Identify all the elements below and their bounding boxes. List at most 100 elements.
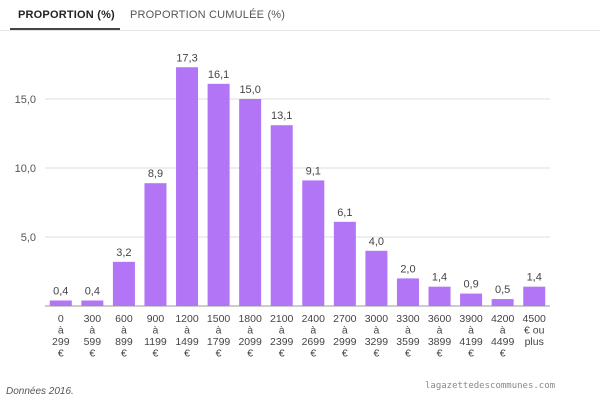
x-tick-label: à	[153, 325, 159, 337]
x-tick-label: €	[216, 348, 222, 360]
x-tick-label: 2100	[270, 313, 294, 325]
x-tick-label: €	[342, 348, 348, 360]
x-tick-label: à	[373, 325, 379, 337]
bar	[460, 293, 483, 306]
bar	[365, 250, 388, 306]
x-tick-label: 3600	[428, 313, 452, 325]
bar	[81, 300, 104, 306]
data-label: 3,2	[116, 247, 131, 259]
x-tick-label: à	[89, 325, 95, 337]
data-label: 1,4	[527, 272, 542, 284]
x-tick-label: à	[500, 325, 506, 337]
x-tick-label: à	[247, 325, 253, 337]
x-tick-label: plus	[525, 336, 544, 348]
x-tick-label: €	[373, 348, 379, 360]
x-tick-label: 3899	[428, 336, 452, 348]
x-tick-label: 0	[58, 313, 64, 325]
y-tick-label: 10,0	[15, 163, 36, 175]
x-tick-label: 2999	[333, 336, 357, 348]
data-label: 17,3	[176, 52, 197, 64]
data-label: 15,0	[239, 84, 260, 96]
bar	[239, 99, 262, 306]
x-tick-label: €	[184, 348, 190, 360]
x-tick-label: 599	[84, 336, 102, 348]
watermark: lagazettedescommunes.com	[425, 381, 556, 391]
tab-bar-divider	[0, 30, 600, 31]
x-tick-label: 4500	[523, 313, 547, 325]
bar	[144, 183, 167, 306]
x-tick-label: €	[121, 348, 127, 360]
tab-bar: PROPORTION (%) PROPORTION CUMULÉE (%)	[0, 0, 600, 32]
x-tick-label: à	[279, 325, 285, 337]
x-tick-label: €	[247, 348, 253, 360]
x-tick-label: à	[58, 325, 64, 337]
x-tick-label: 899	[115, 336, 133, 348]
x-tick-label: 300	[84, 313, 102, 325]
tab-proportion[interactable]: PROPORTION (%)	[18, 9, 115, 21]
x-tick-label: €	[310, 348, 316, 360]
data-label: 1,4	[432, 272, 447, 284]
data-label: 0,4	[85, 285, 100, 297]
data-label: 13,1	[271, 110, 292, 122]
data-label: 0,9	[463, 279, 478, 291]
x-tick-label: à	[468, 325, 474, 337]
bar	[207, 83, 230, 306]
footnote: Données 2016.	[6, 386, 74, 397]
x-tick-label: 4499	[491, 336, 515, 348]
x-tick-label: à	[216, 325, 222, 337]
x-tick-label: 1800	[238, 313, 262, 325]
x-tick-label: €	[437, 348, 443, 360]
x-tick-label: à	[184, 325, 190, 337]
x-tick-label: € ou	[524, 325, 545, 337]
data-label: 6,1	[337, 207, 352, 219]
x-tick-label: 1199	[144, 336, 167, 348]
x-tick-label: 4200	[491, 313, 515, 325]
bar-chart: 5,010,015,00,40à299€0,4300à599€3,2600à89…	[15, 52, 550, 360]
data-label: 9,1	[306, 165, 321, 177]
x-tick-label: 299	[52, 336, 70, 348]
data-label: 4,0	[369, 236, 384, 248]
x-tick-label: 2099	[238, 336, 262, 348]
bar	[491, 299, 514, 306]
bar	[112, 261, 135, 306]
x-tick-label: à	[405, 325, 411, 337]
x-tick-label: €	[89, 348, 95, 360]
x-tick-label: 2400	[302, 313, 326, 325]
data-label: 0,5	[495, 284, 510, 296]
bar	[270, 125, 293, 306]
bar	[523, 286, 546, 306]
data-label: 16,1	[208, 69, 229, 81]
x-tick-label: 3299	[365, 336, 389, 348]
bar	[49, 300, 72, 306]
bar	[333, 221, 356, 306]
y-tick-label: 5,0	[21, 232, 36, 244]
x-tick-label: 2399	[270, 336, 294, 348]
x-tick-label: 3000	[365, 313, 389, 325]
x-tick-label: à	[437, 325, 443, 337]
active-tab-indicator	[10, 28, 120, 31]
x-tick-label: 1499	[175, 336, 199, 348]
x-tick-label: €	[153, 348, 159, 360]
x-tick-label: à	[310, 325, 316, 337]
x-tick-label: 1799	[207, 336, 231, 348]
x-tick-label: €	[58, 348, 64, 360]
x-tick-label: 600	[115, 313, 133, 325]
tab-cumulative-proportion[interactable]: PROPORTION CUMULÉE (%)	[130, 9, 286, 21]
x-tick-label: 3599	[396, 336, 420, 348]
x-tick-label: €	[405, 348, 411, 360]
x-tick-label: 900	[147, 313, 165, 325]
x-tick-label: 1500	[207, 313, 231, 325]
data-label: 8,9	[148, 168, 163, 180]
x-tick-label: €	[500, 348, 506, 360]
data-label: 2,0	[400, 263, 415, 275]
x-tick-label: à	[342, 325, 348, 337]
bar	[176, 67, 199, 306]
x-tick-label: €	[468, 348, 474, 360]
bar	[302, 180, 325, 306]
y-tick-label: 15,0	[15, 94, 36, 106]
data-label: 0,4	[53, 285, 68, 297]
x-tick-label: 3900	[459, 313, 483, 325]
x-tick-label: 4199	[459, 336, 483, 348]
x-tick-label: à	[121, 325, 127, 337]
x-tick-label: 2700	[333, 313, 357, 325]
